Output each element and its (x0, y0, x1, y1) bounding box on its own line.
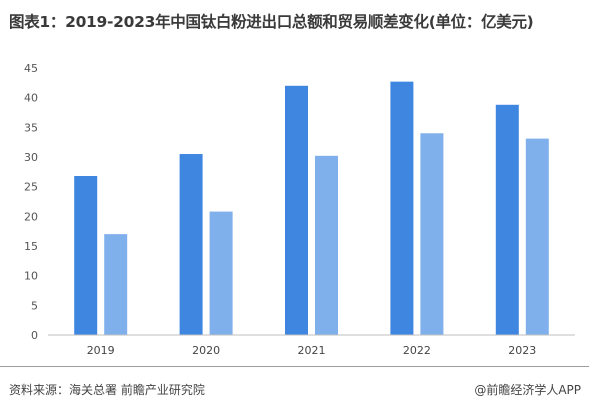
bar-series-1-2022 (390, 81, 414, 335)
y-tick-label: 35 (24, 121, 38, 134)
bar-series-2-2019 (104, 234, 128, 335)
x-tick-label: 2023 (508, 344, 536, 357)
bar-series-2-2020 (209, 211, 233, 335)
y-tick-label: 5 (31, 299, 38, 312)
bar-series-1-2019 (74, 175, 98, 335)
y-tick-label: 30 (24, 151, 38, 164)
y-axis-ticks: 0 5 10 15 20 25 30 35 40 45 (24, 62, 38, 342)
footer: 资料来源：海关总署 前瞻产业研究院 @前瞻经济学人APP (0, 366, 589, 408)
x-axis-ticks: 2019 2020 2021 2022 2023 (87, 344, 537, 357)
bar-chart: 0 5 10 15 20 25 30 35 40 45 2019 2020 2021 2022 2023 (24, 62, 575, 357)
y-tick-label: 25 (24, 181, 38, 194)
bar-series-2-2021 (315, 155, 338, 335)
x-tick-label: 2020 (192, 344, 220, 357)
y-tick-label: 15 (24, 240, 38, 253)
y-tick-label: 0 (31, 329, 38, 342)
source-note: 资料来源：海关总署 前瞻产业研究院 (9, 383, 205, 397)
bar-series-1-2021 (285, 85, 308, 335)
y-tick-label: 10 (24, 270, 38, 283)
bar-series-2-2022 (420, 133, 444, 335)
bars (74, 81, 549, 335)
y-tick-label: 45 (24, 62, 38, 75)
bar-series-1-2020 (179, 154, 203, 335)
y-tick-label: 40 (24, 92, 38, 105)
chart-title: 图表1：2019-2023年中国钛白粉进出口总额和贸易顺差变化(单位：亿美元) (9, 13, 534, 31)
bar-series-2-2023 (525, 138, 549, 335)
y-tick-label: 20 (24, 210, 38, 223)
brand-label: @前瞻经济学人APP (474, 383, 581, 397)
x-tick-label: 2021 (298, 344, 326, 357)
x-tick-label: 2022 (403, 344, 431, 357)
x-tick-label: 2019 (87, 344, 115, 357)
bar-series-1-2023 (495, 104, 519, 335)
